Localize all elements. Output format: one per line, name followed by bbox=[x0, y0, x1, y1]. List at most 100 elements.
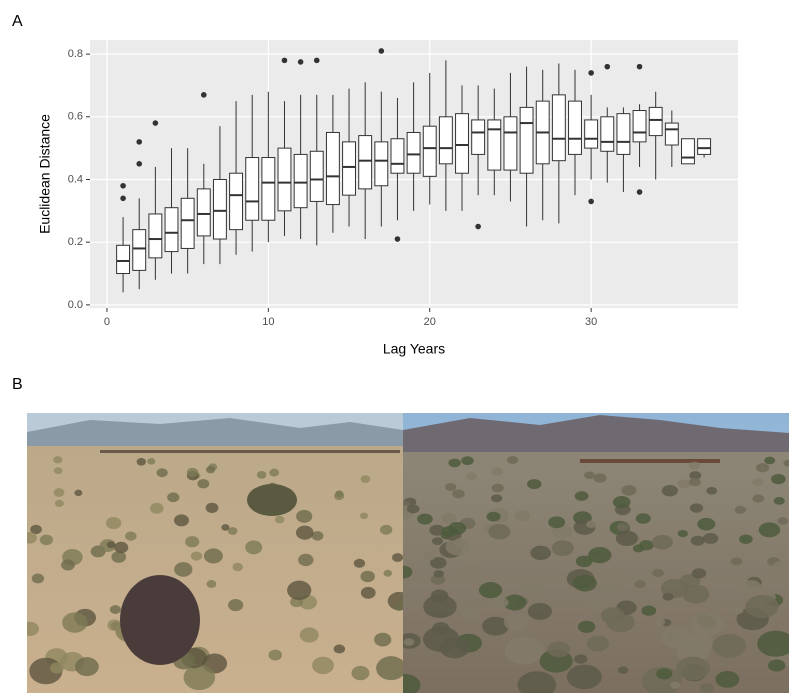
box bbox=[664, 122, 679, 146]
shrub bbox=[677, 529, 688, 538]
shrub bbox=[755, 463, 770, 473]
box bbox=[261, 157, 276, 221]
y-tick-label: 0.2 bbox=[68, 236, 83, 248]
shrub bbox=[431, 537, 444, 546]
shrub bbox=[173, 514, 189, 527]
shrub bbox=[773, 496, 785, 505]
shrub bbox=[652, 568, 665, 578]
shrub bbox=[783, 459, 789, 467]
outlier bbox=[120, 182, 126, 189]
fence bbox=[100, 450, 400, 453]
shrub bbox=[120, 575, 200, 665]
shrub bbox=[312, 656, 334, 675]
shrub bbox=[574, 654, 588, 664]
x-axis-title: Lag Years bbox=[383, 341, 445, 357]
shrub bbox=[491, 494, 503, 503]
shrub bbox=[495, 597, 509, 608]
shrub bbox=[641, 605, 657, 616]
shrub bbox=[617, 666, 629, 674]
box bbox=[212, 178, 227, 240]
shrub bbox=[734, 505, 747, 514]
outlier bbox=[604, 63, 611, 70]
shrub bbox=[465, 472, 477, 481]
shrub bbox=[107, 619, 122, 631]
shrub bbox=[688, 477, 701, 487]
shrub bbox=[740, 580, 762, 595]
outlier bbox=[136, 161, 143, 167]
shrub bbox=[460, 566, 479, 579]
shrub bbox=[448, 458, 461, 468]
shrub bbox=[503, 613, 528, 631]
box bbox=[390, 138, 405, 174]
shrub bbox=[745, 594, 779, 619]
box bbox=[309, 150, 324, 202]
shrub bbox=[699, 683, 714, 693]
shrub bbox=[677, 479, 691, 489]
shrub bbox=[360, 570, 375, 583]
shrub bbox=[62, 612, 88, 633]
shrub bbox=[656, 668, 673, 680]
shrub bbox=[530, 545, 551, 561]
shrub bbox=[268, 649, 283, 661]
box bbox=[438, 116, 453, 165]
shrub bbox=[584, 471, 595, 480]
shrub bbox=[586, 520, 597, 529]
shrub bbox=[527, 479, 542, 490]
y-tick-label: 0.4 bbox=[68, 173, 83, 185]
shrub bbox=[232, 562, 243, 572]
shrub bbox=[514, 510, 531, 522]
box bbox=[406, 131, 421, 174]
shrub bbox=[360, 586, 376, 599]
box bbox=[245, 157, 260, 221]
shrub bbox=[136, 457, 147, 466]
shrub bbox=[670, 681, 681, 689]
shrub bbox=[30, 524, 42, 535]
box bbox=[519, 106, 534, 174]
shrub bbox=[423, 594, 457, 619]
box bbox=[342, 141, 356, 196]
panel-label: A bbox=[12, 13, 23, 30]
shrub bbox=[639, 540, 654, 551]
box bbox=[293, 153, 308, 209]
shrub bbox=[621, 485, 637, 496]
shrub bbox=[430, 574, 446, 585]
box bbox=[681, 138, 695, 165]
photo-left bbox=[27, 413, 403, 693]
shrub bbox=[106, 541, 116, 549]
shrub bbox=[183, 664, 216, 691]
box bbox=[229, 172, 244, 231]
x-tick-label: 0 bbox=[104, 316, 110, 328]
shrub bbox=[504, 636, 545, 665]
box bbox=[632, 110, 647, 143]
shrub bbox=[376, 656, 403, 681]
shrub bbox=[506, 456, 519, 464]
shrub bbox=[61, 559, 75, 571]
shrub bbox=[125, 531, 137, 541]
shrub bbox=[392, 553, 403, 562]
x-tick-label: 20 bbox=[424, 316, 436, 328]
shrub bbox=[334, 491, 345, 501]
shrub bbox=[206, 580, 217, 588]
shrub bbox=[682, 584, 710, 604]
box bbox=[422, 125, 437, 177]
shrub bbox=[167, 492, 180, 503]
shrub bbox=[661, 485, 678, 497]
shrub bbox=[448, 521, 467, 535]
shrub bbox=[661, 626, 692, 649]
shrub bbox=[770, 560, 789, 580]
shrub bbox=[417, 513, 433, 525]
shrub bbox=[706, 487, 718, 495]
shrub bbox=[247, 484, 297, 516]
shrub bbox=[600, 607, 625, 624]
shrub bbox=[228, 598, 244, 612]
box bbox=[358, 135, 373, 190]
shrub bbox=[245, 540, 263, 555]
shrub bbox=[49, 662, 64, 674]
shrub bbox=[548, 516, 566, 529]
outlier bbox=[152, 120, 159, 126]
outlier bbox=[200, 92, 207, 98]
box bbox=[164, 207, 179, 253]
shrub bbox=[527, 602, 553, 620]
shrub bbox=[403, 673, 421, 693]
shrub bbox=[185, 536, 200, 548]
